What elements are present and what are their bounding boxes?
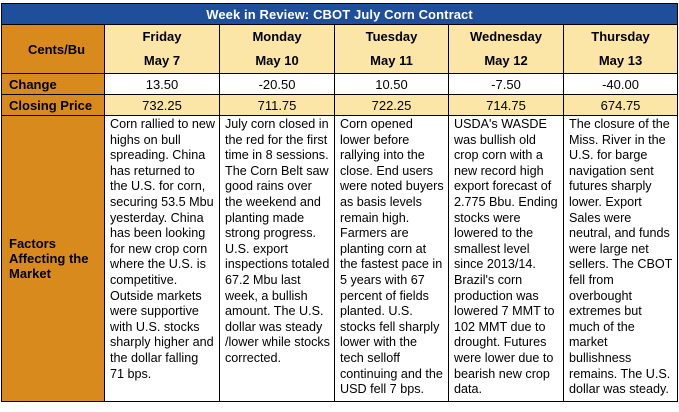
factors-text: Corn rallied to new highs on bull spread… [110,117,215,381]
day-name: Friday [142,29,182,44]
closing-cell-tuesday: 722.25 [334,94,449,116]
closing-cell-thursday: 674.75 [562,94,679,116]
factors-text: The closure of the Miss. River in the U.… [569,117,673,397]
change-cell-thursday: -40.00 [562,73,679,95]
change-cell-friday: 13.50 [104,73,220,95]
change-cell-wednesday: -7.50 [448,73,564,95]
factors-text: USDA's WASDE was bullish old crop corn w… [454,117,558,397]
day-date: May 10 [255,53,299,68]
day-header-monday: Monday May 10 [219,24,335,74]
day-date: May 11 [370,53,413,68]
day-date: May 13 [598,53,643,68]
change-row: Change 13.50 -20.50 10.50 -7.50 -40.00 [1,73,679,95]
day-name: Thursday [591,29,650,44]
factors-cell-thursday: The closure of the Miss. River in the U.… [562,115,679,402]
day-header-wednesday: Wednesday May 12 [448,24,564,74]
day-header-tuesday: Tuesday May 11 [334,24,449,74]
closing-price-label: Closing Price [1,94,105,116]
day-name: Wednesday [469,29,542,44]
day-name: Tuesday [365,29,418,44]
change-cell-tuesday: 10.50 [334,73,449,95]
table-title: Week in Review: CBOT July Corn Contract [0,3,679,25]
corn-review-table: Week in Review: CBOT July Corn Contract … [0,3,679,402]
day-date: May 7 [143,53,181,68]
closing-price-row: Closing Price 732.25 711.75 722.25 714.7… [1,94,679,116]
change-cell-monday: -20.50 [219,73,335,95]
closing-cell-monday: 711.75 [219,94,335,116]
factors-label: Factors Affecting the Market [1,115,105,402]
units-label: Cents/Bu [1,24,105,74]
day-header-friday: Friday May 7 [104,24,220,74]
day-date: May 12 [484,53,528,68]
factors-text: July corn closed in the red for the firs… [225,117,330,365]
day-header-row: Cents/Bu Friday May 7 Monday May 10 Tues… [1,24,679,74]
factors-text: Corn opened lower before rallying into t… [340,117,444,397]
closing-cell-friday: 732.25 [104,94,220,116]
day-header-thursday: Thursday May 13 [562,24,679,74]
closing-cell-wednesday: 714.75 [448,94,564,116]
day-name: Monday [252,29,302,44]
factors-cell-monday: July corn closed in the red for the firs… [219,115,335,402]
factors-cell-friday: Corn rallied to new highs on bull spread… [104,115,220,402]
factors-cell-tuesday: Corn opened lower before rallying into t… [334,115,449,402]
title-row: Week in Review: CBOT July Corn Contract [0,3,679,25]
factors-row: Factors Affecting the Market Corn rallie… [1,115,679,402]
change-label: Change [1,73,105,95]
factors-cell-wednesday: USDA's WASDE was bullish old crop corn w… [448,115,564,402]
